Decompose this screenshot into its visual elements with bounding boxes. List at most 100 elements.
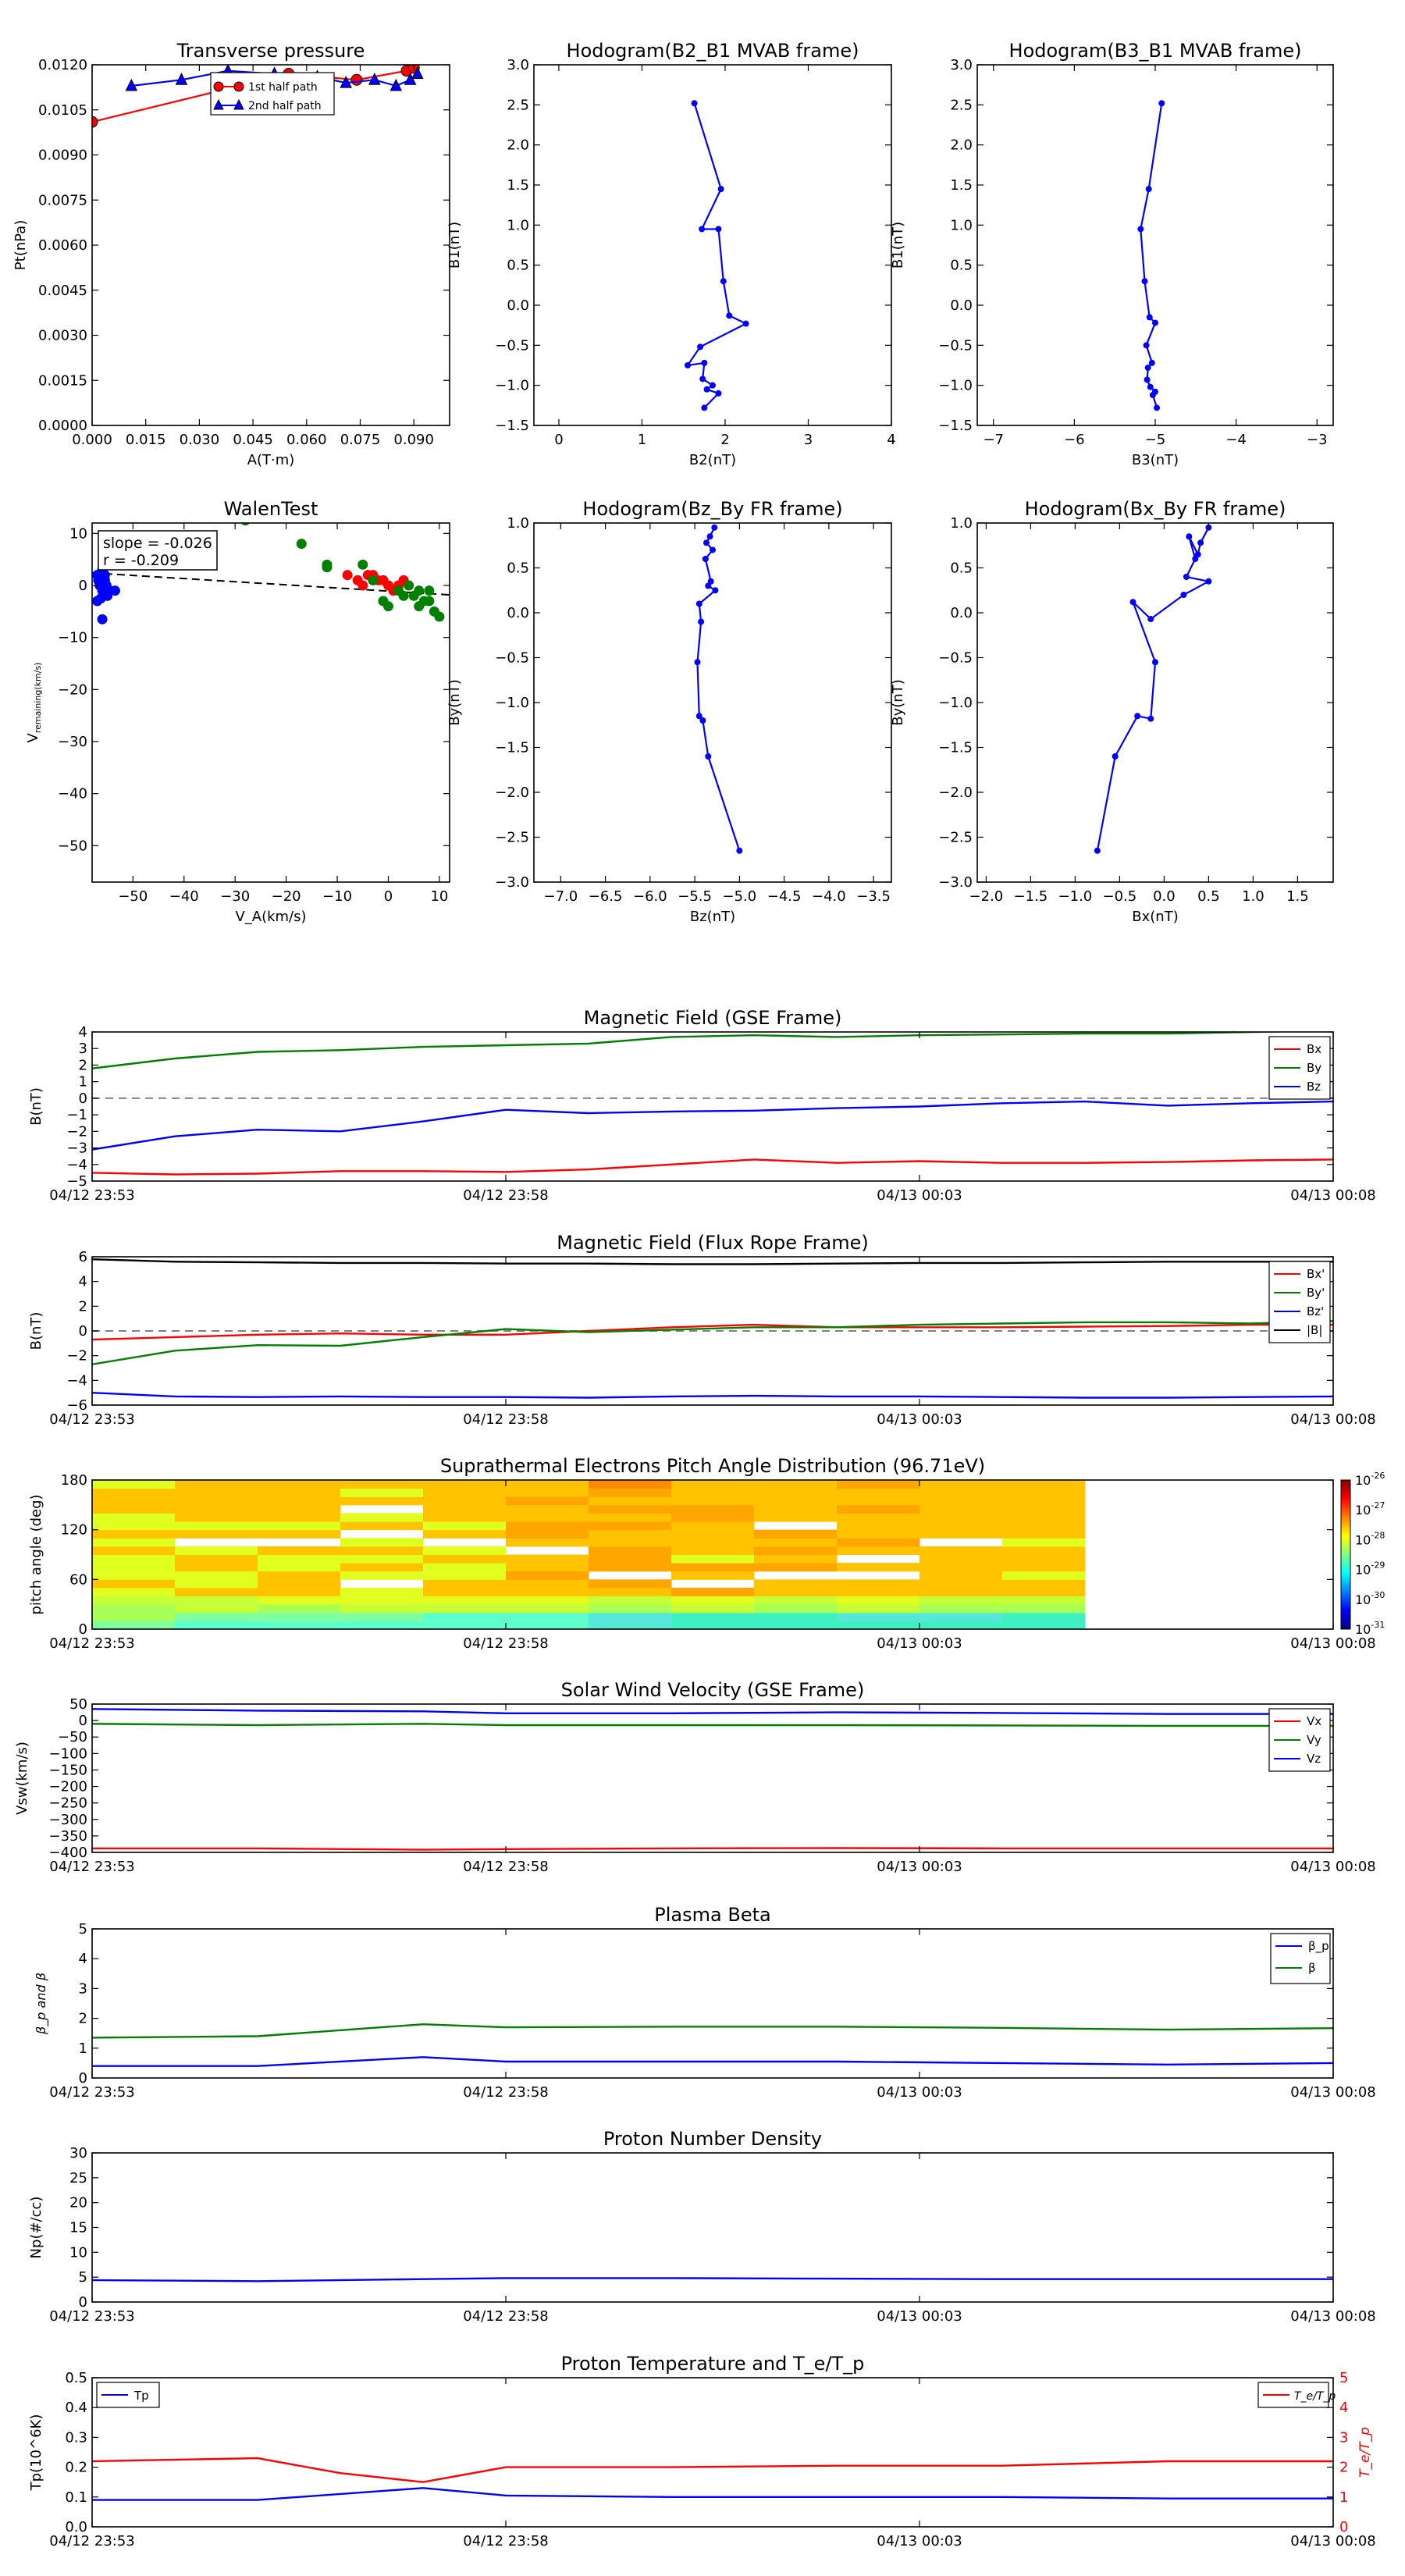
y-axis-label: Vsw(km/s) [14, 1742, 30, 1815]
x-tick-label: 0 [384, 888, 393, 905]
colorbar [1340, 1479, 1351, 1630]
heatmap-cell [175, 1521, 258, 1531]
y-tick-label: 3.0 [950, 57, 973, 73]
y-tick-label: −0.5 [938, 650, 973, 667]
data-point [125, 78, 138, 91]
legend: β_p β [1270, 1933, 1331, 1984]
heatmap-cell [671, 1488, 755, 1497]
data-point [695, 600, 702, 607]
x-tick-label: 0.015 [126, 432, 166, 448]
y-tick-label: −350 [49, 1828, 87, 1845]
chart-title: Solar Wind Velocity (GSE Frame) [561, 1679, 865, 1701]
y-tick-label: 6 [79, 1249, 87, 1265]
heatmap-cell [258, 1554, 341, 1564]
heatmap-cell [1002, 1563, 1086, 1572]
y-tick-label: 0.0045 [38, 283, 87, 299]
x-axis-label: Bx(nT) [1132, 909, 1178, 925]
heatmap-cell [1002, 1529, 1086, 1539]
y-tick-label: 0.0120 [38, 57, 87, 73]
heatmap-cell [92, 1546, 176, 1555]
heatmap-cell [671, 1571, 755, 1580]
plot-area [92, 523, 450, 624]
x-tick-label: −0.5 [1103, 888, 1137, 905]
x-tick-label: −10 [322, 888, 352, 905]
data-point [1112, 753, 1119, 760]
series-line [92, 1847, 1333, 1851]
data-point [715, 390, 722, 397]
x-tick-label: −40 [169, 888, 199, 905]
y-tick-label: 0.0 [507, 605, 529, 621]
legend: Bx' By' Bz' |B| [1268, 1261, 1331, 1343]
legend-right: T_e/T_p [1257, 2382, 1336, 2408]
heatmap-cell [837, 1596, 920, 1605]
y-axis-label: B(nT) [28, 1087, 44, 1126]
heatmap-cell [837, 1563, 920, 1572]
heatmap-cell [1002, 1587, 1086, 1597]
data-point [710, 546, 716, 553]
data-point [1158, 100, 1165, 107]
colorbar-label-exp: -27 [1371, 1500, 1385, 1510]
y-tick-label: 2 [79, 1298, 87, 1315]
colorbar-label: 10-27 [1355, 1500, 1385, 1517]
heatmap-cell [1002, 1521, 1086, 1531]
heatmap-cell [754, 1579, 838, 1589]
colorbar-label-base: 10 [1355, 1503, 1371, 1517]
heatmap-cell [589, 1554, 672, 1564]
data-point [1154, 404, 1161, 411]
chart-title: Transverse pressure [176, 40, 365, 62]
heatmap-cell [1002, 1612, 1086, 1621]
chart-title: Proton Number Density [603, 2128, 822, 2150]
x-tick-label: 04/12 23:53 [49, 1411, 134, 1428]
heatmap-cell [919, 1587, 1003, 1597]
heatmap-cell [175, 1579, 258, 1589]
plot-frame [91, 1928, 1334, 2079]
heatmap-cell [175, 1480, 258, 1489]
x-tick-label: 0.090 [393, 432, 434, 448]
y-tick-label: −300 [49, 1812, 87, 1828]
heatmap-cell [837, 1579, 920, 1589]
heatmap-cell [919, 1563, 1003, 1572]
series-line [92, 1392, 1333, 1399]
x-tick-label: −5 [1145, 432, 1166, 448]
data-point [699, 226, 706, 233]
chart-vsw: Solar Wind Velocity (GSE Frame)−400−350−… [14, 1679, 1376, 1875]
heatmap-cell [92, 1612, 176, 1621]
plot-frame [533, 64, 892, 426]
y-tick-label: 0.4 [65, 2400, 87, 2416]
y-tick-label: −4 [66, 1372, 87, 1389]
colorbar-label-base: 10 [1355, 1622, 1371, 1637]
heatmap-cell [1002, 1554, 1086, 1564]
y-tick-label: 0 [79, 1323, 87, 1340]
scatter-point [342, 570, 353, 581]
heatmap-cell [175, 1604, 258, 1614]
series-line [92, 1723, 1333, 1727]
heatmap-cell [92, 1621, 176, 1629]
x-tick-label: −4.5 [767, 888, 802, 905]
y-tick-label: 1.5 [950, 177, 973, 194]
y-tick-label: 2.0 [507, 137, 529, 154]
x-tick-label: 04/12 23:53 [49, 1187, 134, 1204]
data-point [720, 278, 727, 285]
heatmap-cell [258, 1546, 341, 1555]
heatmap-cell [837, 1587, 920, 1597]
data-point [1183, 574, 1190, 580]
y-tick-label: 60 [69, 1571, 87, 1588]
x-tick-label: 04/12 23:58 [463, 1411, 548, 1428]
chart-pad: Suprathermal Electrons Pitch Angle Distr… [28, 1455, 1385, 1652]
plot-frame [976, 522, 1334, 883]
heatmap-cell [175, 1488, 258, 1497]
scatter-point [414, 585, 425, 596]
chart-title: WalenTest [224, 498, 318, 520]
x-tick-label: 04/12 23:58 [463, 1187, 548, 1204]
heatmap-cell [340, 1596, 424, 1605]
data-point [685, 362, 692, 368]
heatmap-cell [92, 1529, 176, 1539]
colorbar-label-exp: -31 [1371, 1620, 1385, 1630]
heatmap-cell [671, 1546, 755, 1555]
heatmap-cell [92, 1563, 176, 1572]
legend-label: By [1307, 1061, 1321, 1075]
data-point [699, 375, 706, 382]
heatmap-cell [589, 1604, 672, 1614]
y-axis-label: pitch angle (deg) [28, 1494, 44, 1614]
